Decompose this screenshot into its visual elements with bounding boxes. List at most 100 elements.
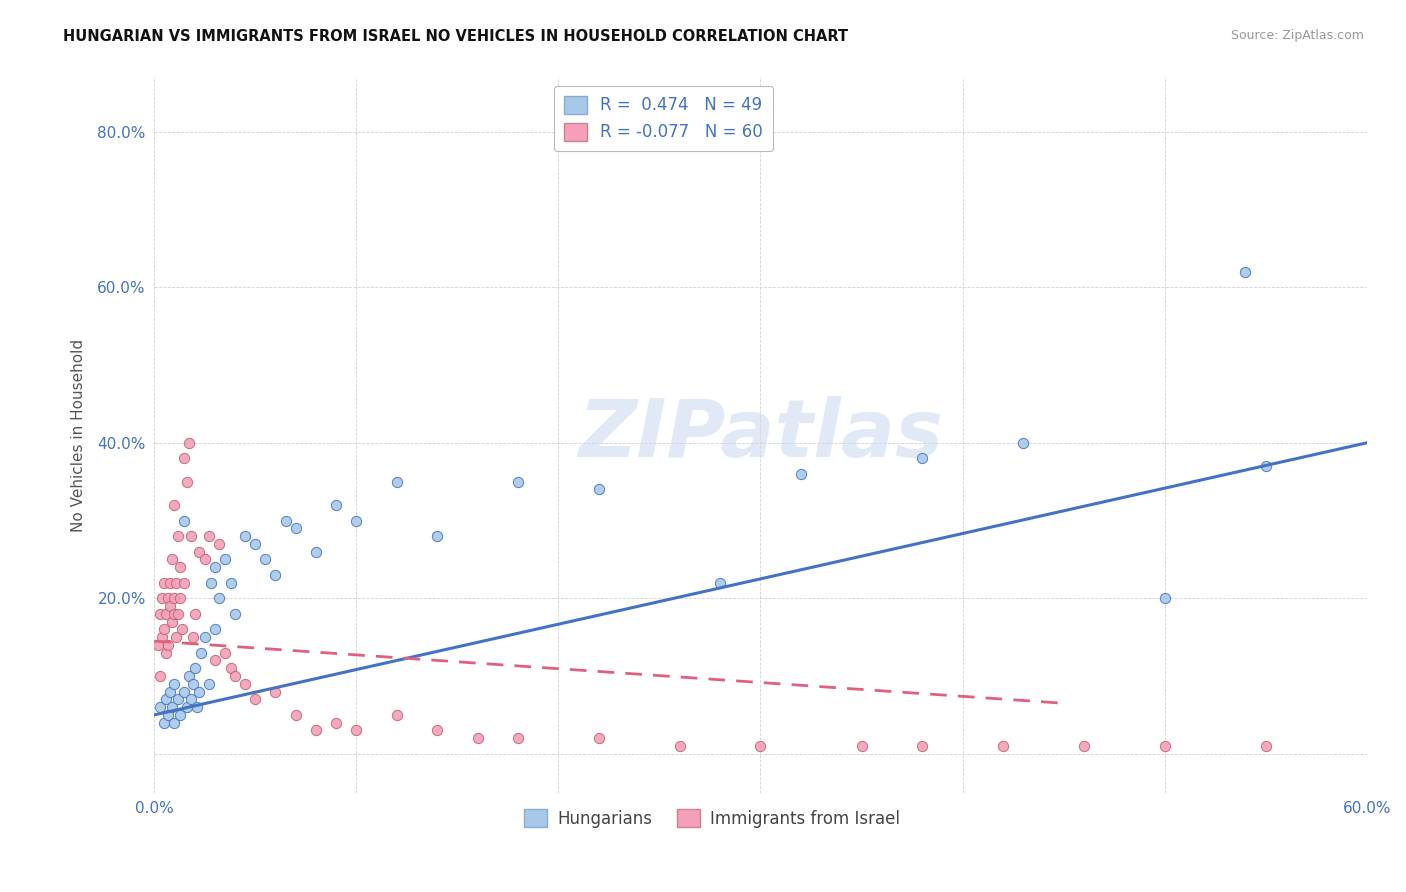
Point — [254, 552, 277, 566]
Point — [159, 599, 181, 613]
Point — [224, 669, 246, 683]
Point — [426, 529, 449, 543]
Point — [162, 700, 184, 714]
Point — [1073, 739, 1095, 753]
Point — [149, 607, 172, 621]
Point — [180, 692, 202, 706]
Point — [180, 529, 202, 543]
Point — [284, 521, 307, 535]
Point — [169, 560, 191, 574]
Point — [169, 591, 191, 606]
Point — [214, 646, 236, 660]
Point — [1153, 591, 1175, 606]
Point — [233, 677, 256, 691]
Point — [204, 623, 226, 637]
Point — [197, 677, 219, 691]
Point — [167, 607, 190, 621]
Point — [200, 575, 222, 590]
Text: HUNGARIAN VS IMMIGRANTS FROM ISRAEL NO VEHICLES IN HOUSEHOLD CORRELATION CHART: HUNGARIAN VS IMMIGRANTS FROM ISRAEL NO V… — [63, 29, 848, 44]
Point — [153, 715, 176, 730]
Point — [157, 591, 180, 606]
Point — [284, 707, 307, 722]
Point — [668, 739, 690, 753]
Point — [344, 723, 367, 738]
Point — [245, 692, 267, 706]
Point — [224, 607, 246, 621]
Point — [245, 537, 267, 551]
Point — [157, 707, 180, 722]
Point — [851, 739, 873, 753]
Y-axis label: No Vehicles in Household: No Vehicles in Household — [72, 338, 86, 532]
Point — [204, 560, 226, 574]
Point — [467, 731, 489, 746]
Point — [264, 568, 287, 582]
Point — [208, 591, 231, 606]
Text: ZIPatlas: ZIPatlas — [578, 396, 943, 474]
Point — [219, 661, 242, 675]
Point — [911, 739, 934, 753]
Point — [165, 575, 187, 590]
Point — [1254, 739, 1277, 753]
Point — [187, 684, 209, 698]
Point — [163, 591, 186, 606]
Point — [790, 467, 813, 481]
Point — [149, 700, 172, 714]
Point — [219, 575, 242, 590]
Point — [344, 514, 367, 528]
Point — [169, 707, 191, 722]
Point — [385, 475, 408, 489]
Legend: Hungarians, Immigrants from Israel: Hungarians, Immigrants from Israel — [517, 803, 907, 834]
Point — [177, 435, 200, 450]
Point — [150, 630, 173, 644]
Point — [159, 684, 181, 698]
Point — [167, 692, 190, 706]
Point — [1234, 265, 1257, 279]
Point — [214, 552, 236, 566]
Point — [149, 669, 172, 683]
Point — [163, 715, 186, 730]
Point — [426, 723, 449, 738]
Point — [1153, 739, 1175, 753]
Point — [1254, 459, 1277, 474]
Point — [911, 451, 934, 466]
Point — [172, 623, 194, 637]
Point — [385, 707, 408, 722]
Point — [1012, 435, 1035, 450]
Point — [153, 623, 176, 637]
Point — [181, 677, 204, 691]
Point — [165, 630, 187, 644]
Point — [186, 700, 208, 714]
Point — [204, 653, 226, 667]
Point — [173, 575, 195, 590]
Point — [153, 575, 176, 590]
Point — [155, 607, 177, 621]
Point — [183, 661, 205, 675]
Point — [274, 514, 297, 528]
Point — [506, 731, 529, 746]
Point — [176, 475, 198, 489]
Point — [506, 475, 529, 489]
Point — [155, 646, 177, 660]
Point — [176, 700, 198, 714]
Point — [588, 483, 610, 497]
Point — [305, 723, 328, 738]
Point — [190, 646, 212, 660]
Point — [167, 529, 190, 543]
Point — [208, 537, 231, 551]
Point — [163, 498, 186, 512]
Point — [194, 552, 217, 566]
Point — [325, 715, 347, 730]
Point — [588, 731, 610, 746]
Point — [173, 514, 195, 528]
Point — [162, 615, 184, 629]
Point — [194, 630, 217, 644]
Point — [148, 638, 170, 652]
Point — [163, 677, 186, 691]
Point — [150, 591, 173, 606]
Point — [155, 692, 177, 706]
Point — [177, 669, 200, 683]
Point — [264, 684, 287, 698]
Point — [181, 630, 204, 644]
Point — [162, 552, 184, 566]
Text: Source: ZipAtlas.com: Source: ZipAtlas.com — [1230, 29, 1364, 42]
